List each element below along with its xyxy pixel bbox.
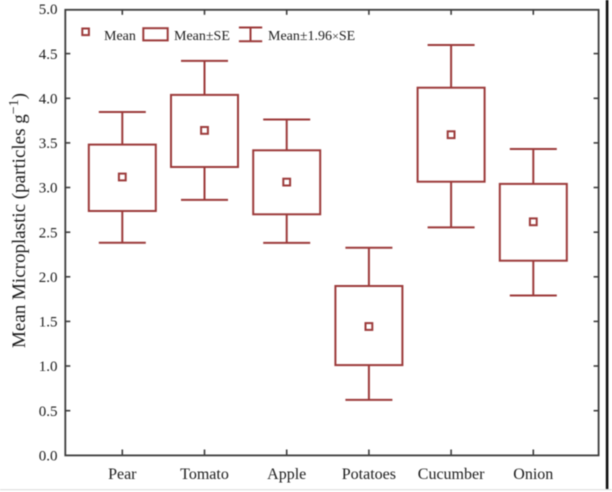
svg-text:2.5: 2.5 — [39, 225, 58, 241]
svg-text:0.0: 0.0 — [39, 449, 58, 465]
svg-text:1.0: 1.0 — [39, 359, 58, 375]
svg-text:3.0: 3.0 — [39, 181, 58, 197]
svg-text:4.5: 4.5 — [39, 47, 58, 63]
svg-text:Potatoes: Potatoes — [342, 466, 396, 483]
svg-text:Cucumber: Cucumber — [418, 466, 485, 483]
svg-text:4.0: 4.0 — [39, 92, 58, 108]
svg-text:Mean±1.96×SE: Mean±1.96×SE — [268, 29, 355, 44]
svg-text:Mean±SE: Mean±SE — [174, 29, 230, 44]
svg-text:2.0: 2.0 — [39, 270, 58, 286]
svg-text:Pear: Pear — [108, 466, 137, 483]
svg-text:5.0: 5.0 — [39, 2, 58, 18]
svg-text:1.5: 1.5 — [39, 315, 58, 331]
svg-text:Onion: Onion — [513, 466, 553, 483]
svg-text:0.5: 0.5 — [39, 404, 58, 420]
svg-text:Tomato: Tomato — [180, 466, 229, 483]
svg-text:3.5: 3.5 — [39, 136, 58, 152]
svg-text:Mean: Mean — [104, 29, 136, 44]
svg-text:Apple: Apple — [267, 466, 306, 483]
svg-text:Mean Microplastic (particles g: Mean Microplastic (particles g−1) — [7, 93, 31, 348]
